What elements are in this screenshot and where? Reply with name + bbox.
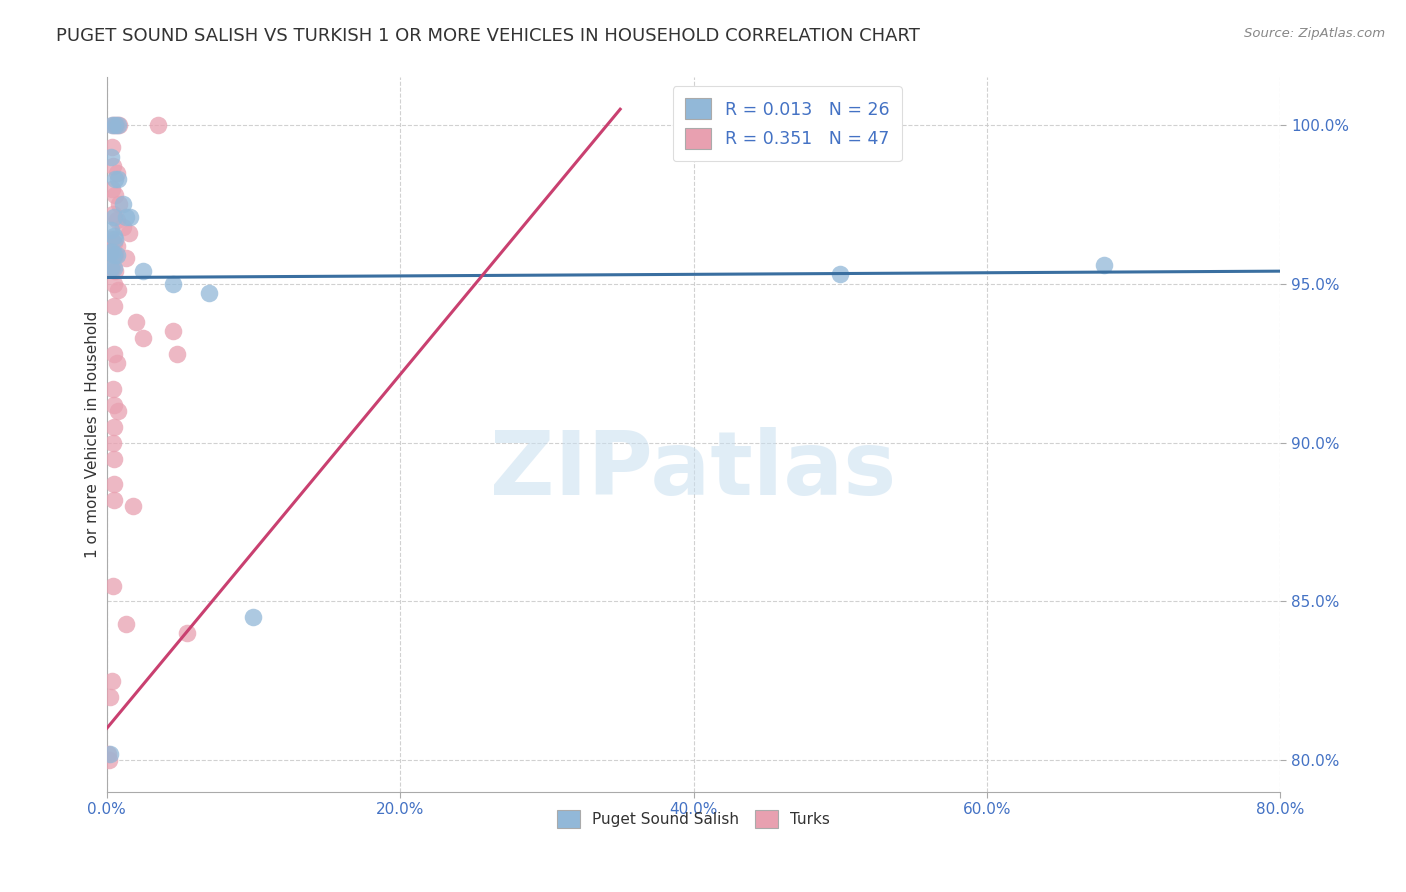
Point xyxy=(105,356,128,370)
Point xyxy=(146,118,169,132)
Point xyxy=(108,197,131,211)
Point xyxy=(105,248,128,262)
Point xyxy=(114,616,136,631)
Point xyxy=(830,268,852,282)
Point xyxy=(176,626,198,640)
Point xyxy=(105,166,128,180)
Point xyxy=(114,252,136,266)
Point xyxy=(103,299,125,313)
Point xyxy=(105,118,128,132)
Point xyxy=(98,747,121,761)
Point xyxy=(111,219,134,234)
Point xyxy=(1092,258,1115,272)
Point xyxy=(104,248,127,262)
Point xyxy=(97,753,120,767)
Point xyxy=(104,188,127,202)
Legend: Puget Sound Salish, Turks: Puget Sound Salish, Turks xyxy=(551,804,837,834)
Point xyxy=(103,492,125,507)
Point xyxy=(162,325,184,339)
Point xyxy=(166,347,188,361)
Point xyxy=(101,673,124,688)
Point xyxy=(101,181,124,195)
Point xyxy=(132,264,155,278)
Text: ZIPatlas: ZIPatlas xyxy=(491,427,897,514)
Point xyxy=(114,210,136,224)
Point xyxy=(118,226,141,240)
Point xyxy=(101,140,124,154)
Point xyxy=(107,172,129,186)
Point xyxy=(97,747,120,761)
Point xyxy=(242,610,264,624)
Point xyxy=(120,210,142,224)
Point xyxy=(101,245,124,260)
Point xyxy=(104,172,127,186)
Point xyxy=(103,398,125,412)
Point xyxy=(125,315,148,329)
Point xyxy=(111,197,134,211)
Point xyxy=(107,404,129,418)
Point xyxy=(101,118,124,132)
Point xyxy=(103,260,125,275)
Point xyxy=(103,210,125,224)
Point xyxy=(101,160,124,174)
Point xyxy=(122,499,145,513)
Point xyxy=(101,245,124,260)
Point xyxy=(108,118,131,132)
Point xyxy=(107,283,129,297)
Point xyxy=(101,207,124,221)
Point xyxy=(104,232,127,246)
Y-axis label: 1 or more Vehicles in Household: 1 or more Vehicles in Household xyxy=(86,311,100,558)
Point xyxy=(198,286,221,301)
Point xyxy=(162,277,184,291)
Point xyxy=(103,118,125,132)
Point xyxy=(100,150,122,164)
Point xyxy=(104,264,127,278)
Point xyxy=(103,229,125,244)
Text: PUGET SOUND SALISH VS TURKISH 1 OR MORE VEHICLES IN HOUSEHOLD CORRELATION CHART: PUGET SOUND SALISH VS TURKISH 1 OR MORE … xyxy=(56,27,920,45)
Point xyxy=(105,239,128,253)
Point xyxy=(103,419,125,434)
Point xyxy=(100,260,122,275)
Point xyxy=(101,435,124,450)
Point xyxy=(103,347,125,361)
Text: Source: ZipAtlas.com: Source: ZipAtlas.com xyxy=(1244,27,1385,40)
Point xyxy=(103,477,125,491)
Point xyxy=(101,382,124,396)
Point xyxy=(107,118,129,132)
Point xyxy=(103,578,125,592)
Point xyxy=(103,451,125,466)
Point xyxy=(103,235,125,250)
Point xyxy=(103,248,125,262)
Point xyxy=(103,277,125,291)
Point xyxy=(100,232,122,246)
Point xyxy=(132,331,155,345)
Point xyxy=(98,690,121,704)
Point xyxy=(100,223,122,237)
Point xyxy=(105,213,128,227)
Point xyxy=(98,245,121,260)
Point xyxy=(101,260,124,275)
Point xyxy=(104,118,127,132)
